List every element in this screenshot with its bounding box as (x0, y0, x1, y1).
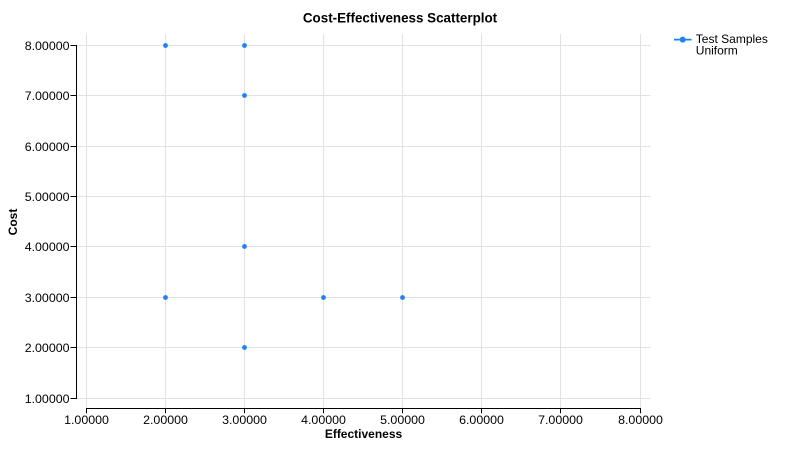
svg-text:6.00000: 6.00000 (459, 413, 504, 427)
svg-text:7.00000: 7.00000 (538, 413, 583, 427)
svg-text:2.00000: 2.00000 (143, 413, 188, 427)
svg-text:6.00000: 6.00000 (25, 140, 70, 154)
svg-text:8.00000: 8.00000 (618, 413, 663, 427)
svg-text:5.00000: 5.00000 (380, 413, 425, 427)
svg-text:8.00000: 8.00000 (25, 39, 70, 53)
svg-text:3.00000: 3.00000 (25, 291, 70, 305)
svg-text:5.00000: 5.00000 (25, 190, 70, 204)
svg-text:3.00000: 3.00000 (222, 413, 267, 427)
svg-text:4.00000: 4.00000 (301, 413, 346, 427)
svg-text:4.00000: 4.00000 (25, 240, 70, 254)
svg-text:1.00000: 1.00000 (25, 392, 70, 406)
svg-text:1.00000: 1.00000 (64, 413, 109, 427)
svg-text:Cost: Cost (6, 209, 20, 236)
svg-text:7.00000: 7.00000 (25, 89, 70, 103)
svg-text:2.00000: 2.00000 (25, 341, 70, 355)
svg-text:Effectiveness: Effectiveness (325, 427, 403, 441)
svg-text:Uniform: Uniform (696, 44, 738, 58)
svg-text:Cost-Effectiveness Scatterplot: Cost-Effectiveness Scatterplot (303, 10, 498, 25)
svg-text:Test Samples: Test Samples (696, 32, 768, 46)
